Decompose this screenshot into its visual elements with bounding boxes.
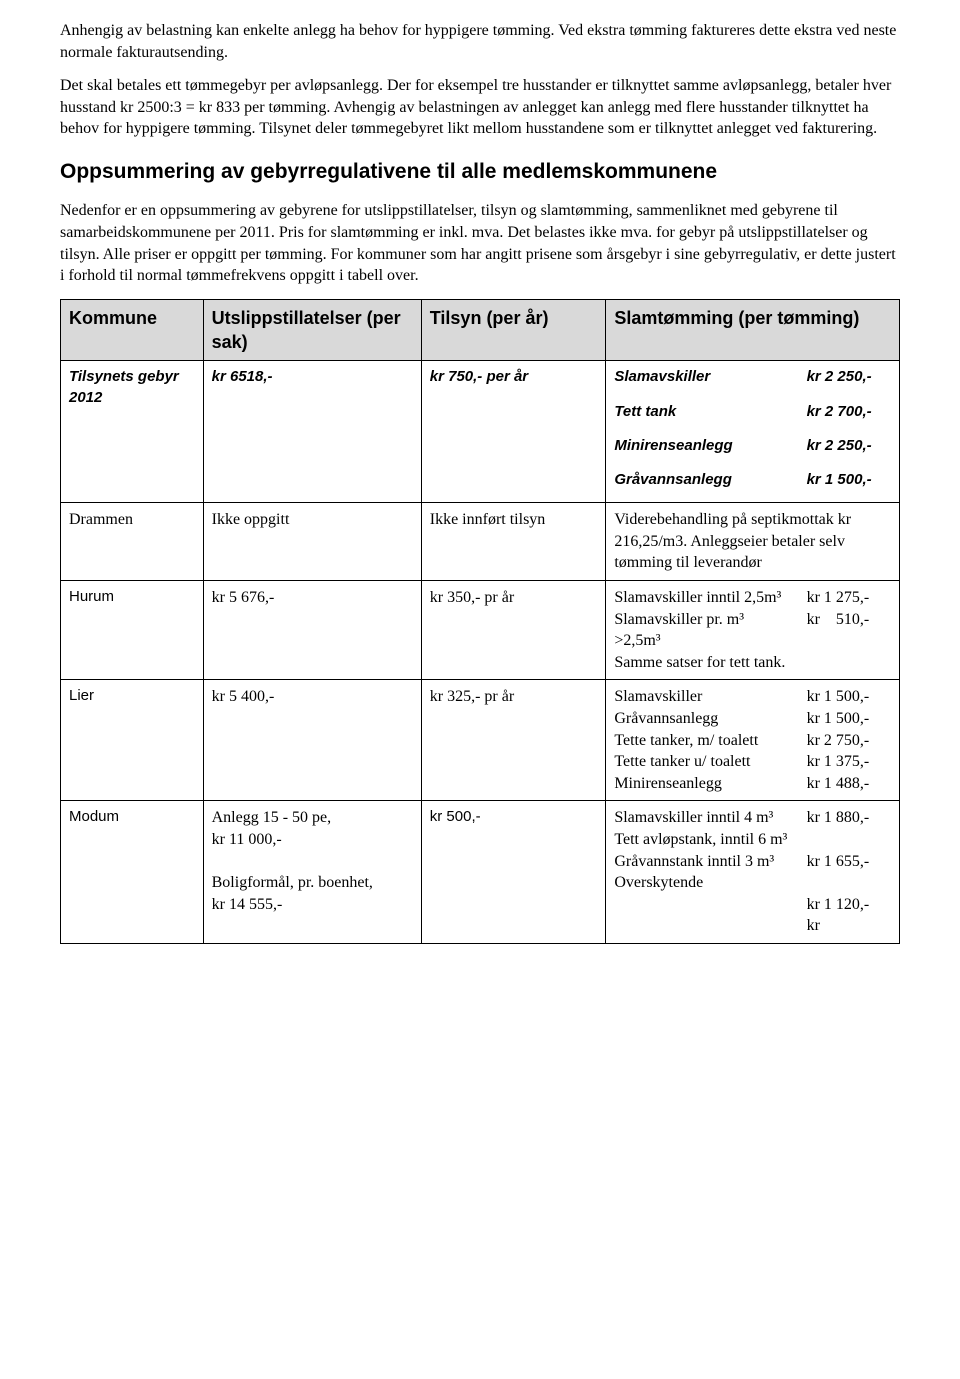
cell: Ikke oppgitt	[203, 503, 421, 581]
cell: kr 2 250,- kr 2 700,- kr 2 250,- kr 1 50…	[799, 361, 900, 503]
cell: kr 6518,-	[203, 361, 421, 503]
cell: kr 350,- pr år	[421, 581, 606, 680]
cell: kr 750,- per år	[421, 361, 606, 503]
row-tilsynet: Tilsynets gebyr 2012 kr 6518,- kr 750,- …	[61, 361, 900, 503]
item-label: Tett tank	[614, 402, 790, 422]
cell: kr 500,-	[421, 801, 606, 944]
cell: Slamavskiller Gråvannsanlegg Tette tanke…	[606, 680, 799, 801]
col-tilsyn: Tilsyn (per år)	[421, 299, 606, 361]
cell: Modum	[61, 801, 204, 944]
cell: kr 1 880,- kr 1 655,- kr 1 120,- kr	[799, 801, 900, 944]
item-label: Gråvannsanlegg	[614, 470, 790, 490]
item-price: kr 2 250,-	[807, 436, 891, 456]
cell: Hurum	[61, 581, 204, 680]
item-price: kr 1 500,-	[807, 470, 891, 490]
row-lier: Lier kr 5 400,- kr 325,- pr år Slamavski…	[61, 680, 900, 801]
cell: Tilsynets gebyr 2012	[61, 361, 204, 503]
item-label: Minirenseanlegg	[614, 436, 790, 456]
table-header-row: Kommune Utslippstillatelser (per sak) Ti…	[61, 299, 900, 361]
cell: Viderebehandling på septikmottak kr 216,…	[606, 503, 900, 581]
cell: Slamavskiller Tett tank Minirenseanlegg …	[606, 361, 799, 503]
paragraph-2: Det skal betales ett tømmegebyr per avlø…	[60, 75, 900, 140]
cell: kr 325,- pr år	[421, 680, 606, 801]
col-utslipp: Utslippstillatelser (per sak)	[203, 299, 421, 361]
row-hurum: Hurum kr 5 676,- kr 350,- pr år Slamavsk…	[61, 581, 900, 680]
cell: kr 1 500,- kr 1 500,- kr 2 750,- kr 1 37…	[799, 680, 900, 801]
paragraph-1: Anhengig av belastning kan enkelte anleg…	[60, 20, 900, 63]
paragraph-3: Nedenfor er en oppsummering av gebyrene …	[60, 200, 900, 286]
cell: kr 5 400,-	[203, 680, 421, 801]
cell: Lier	[61, 680, 204, 801]
section-heading: Oppsummering av gebyrregulativene til al…	[60, 158, 900, 186]
cell: kr 1 275,- kr 510,-	[799, 581, 900, 680]
row-drammen: Drammen Ikke oppgitt Ikke innført tilsyn…	[61, 503, 900, 581]
row-modum: Modum Anlegg 15 - 50 pe, kr 11 000,- Bol…	[61, 801, 900, 944]
col-slam: Slamtømming (per tømming)	[606, 299, 900, 361]
cell: Ikke innført tilsyn	[421, 503, 606, 581]
item-price: kr 2 250,-	[807, 367, 891, 387]
cell: kr 5 676,-	[203, 581, 421, 680]
fee-table: Kommune Utslippstillatelser (per sak) Ti…	[60, 299, 900, 944]
item-label: Slamavskiller	[614, 367, 790, 387]
cell: Anlegg 15 - 50 pe, kr 11 000,- Boligform…	[203, 801, 421, 944]
cell: Slamavskiller inntil 2,5m³ Slamavskiller…	[606, 581, 799, 680]
item-price: kr 2 700,-	[807, 402, 891, 422]
cell: Drammen	[61, 503, 204, 581]
col-kommune: Kommune	[61, 299, 204, 361]
cell: Slamavskiller inntil 4 m³ Tett avløpstan…	[606, 801, 799, 944]
